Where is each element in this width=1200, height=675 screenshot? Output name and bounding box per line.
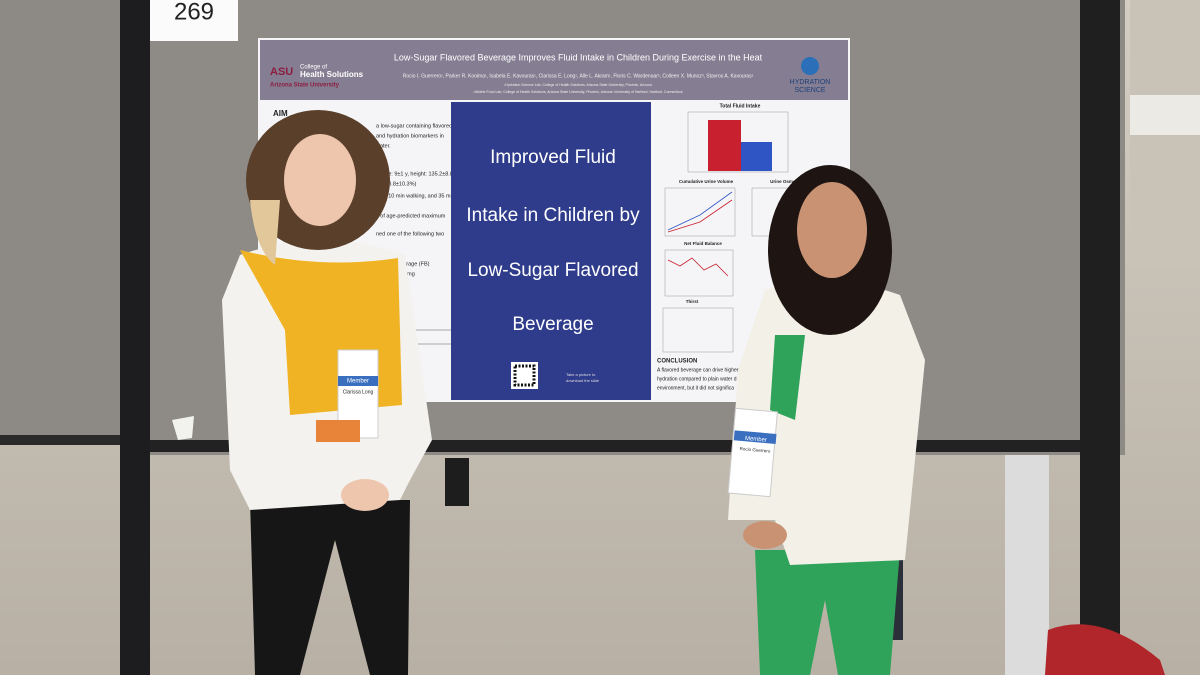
- poster-affiliation: ¹Hydration Science Lab, College of Healt…: [504, 83, 652, 87]
- pants: [250, 500, 410, 675]
- conclusion-heading: CONCLUSION: [657, 359, 697, 365]
- badge-band: [733, 430, 777, 444]
- hair-highlight: [250, 200, 280, 265]
- highlight-text: Low-Sugar Flavored: [467, 260, 638, 281]
- chart-title: Cumulative Urine Volume: [679, 179, 734, 184]
- top: [770, 335, 805, 420]
- highlight-panel: [451, 102, 651, 400]
- board-number: 269: [174, 0, 214, 25]
- logo-text: SCIENCE: [794, 87, 825, 94]
- pants: [755, 550, 900, 675]
- aim-line: a low-sugar containing flavored: [376, 123, 452, 129]
- badge-ribbon: [316, 420, 360, 442]
- aim-line: 1, age: 9±1 y, height: 135.2±8.8: [376, 171, 453, 177]
- number-card: [150, 0, 238, 41]
- chart-line: [667, 191, 733, 231]
- frame-post: [1080, 0, 1120, 675]
- conclusion-line: environment, but it did not significa: [657, 385, 734, 391]
- qr-caption: download the slide: [566, 378, 600, 383]
- logo-text: Health Solutions: [300, 70, 364, 79]
- chart-line: [667, 199, 733, 233]
- badge-name: Clarissa Long: [343, 389, 374, 395]
- chart-frame: [662, 307, 734, 353]
- hands: [743, 521, 787, 549]
- background-person: [445, 458, 469, 506]
- badge: [727, 407, 778, 498]
- hands: [341, 479, 389, 511]
- chart-title: Urine Osmolality: [770, 179, 806, 184]
- highlight-text: Improved Fluid: [490, 147, 616, 168]
- cup: [172, 416, 194, 440]
- aim-line: and hydration biomarkers in: [376, 133, 444, 139]
- conclusion-line: A flavored beverage can drive higher: [657, 367, 739, 373]
- chart-bar: [708, 120, 741, 171]
- poster-authors: Rocio I. Guerrero¹, Parker R. Kooima¹, I…: [403, 73, 754, 79]
- chart-title: Thirst: [686, 299, 699, 304]
- person-right: Member Rocio Guerrero: [727, 165, 925, 675]
- face: [284, 134, 356, 226]
- person-left: Member Clarissa Long: [222, 110, 432, 675]
- aim-heading: AIM: [273, 109, 288, 118]
- poster-header: [260, 40, 848, 100]
- chart-line: [667, 257, 729, 277]
- chart-title: Net Fluid Balance: [684, 241, 722, 246]
- conclusion-text: A flavored beverage can drive higher hydr…: [657, 367, 739, 391]
- qr-caption: Take a picture to: [566, 372, 596, 377]
- highlight-text: Intake in Children by: [466, 205, 640, 226]
- aim-line: s of age-predicted maximum: [376, 213, 446, 219]
- face: [797, 182, 867, 278]
- badge-label: Member: [347, 379, 369, 385]
- badge-label: Member: [745, 436, 767, 444]
- poster-affiliation: ²Athlete Food Lab, College of Health Sol…: [473, 90, 682, 94]
- chart-title: Total Fluid Intake: [720, 103, 761, 109]
- frame-post: [120, 0, 150, 675]
- logo-text: College of: [300, 65, 327, 71]
- chart-bar: [741, 142, 772, 171]
- qr-pattern: [513, 364, 536, 387]
- logo-text: Arizona State University: [270, 83, 340, 89]
- bag: [1045, 624, 1165, 675]
- logo-icon: [801, 57, 819, 75]
- aim-line: water.: [375, 143, 391, 149]
- badge-name: Rocio Guerrero: [739, 446, 771, 454]
- badge-band: [338, 376, 378, 386]
- poster-title: Low-Sugar Flavored Beverage Improves Flu…: [394, 52, 763, 62]
- frame-rail: [0, 435, 120, 445]
- hall-beam: [1130, 95, 1200, 135]
- logo-text: HYDRATION: [790, 79, 831, 86]
- chart-frame: [687, 111, 789, 173]
- logo-mark: ASU: [270, 66, 293, 78]
- aim-line: ned one of the following two: [376, 231, 444, 237]
- chart-frame: [664, 249, 734, 297]
- aim-line: rest, 10 min walking, and 35 min: [376, 193, 455, 199]
- conclusion-line: hydration compared to plain water d: [657, 376, 737, 382]
- aim-line: fat: 28.8±10.3%): [376, 181, 416, 187]
- pole: [1005, 455, 1049, 675]
- highlight-text: Beverage: [512, 314, 593, 335]
- chart-frame: [664, 187, 736, 237]
